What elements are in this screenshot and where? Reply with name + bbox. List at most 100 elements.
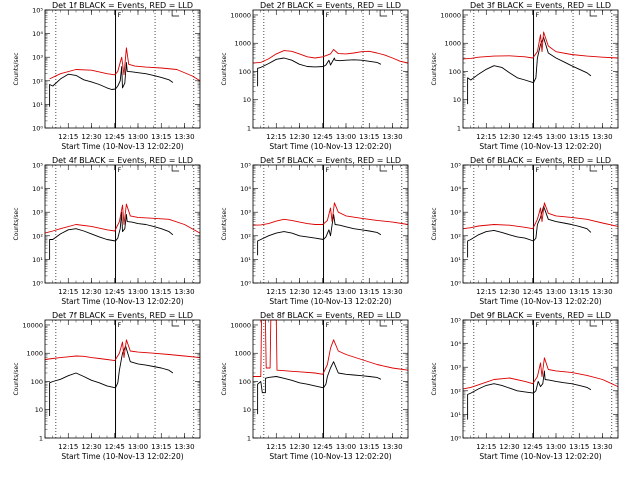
x-tick-label: 12:45 [105, 288, 125, 296]
panel-title: Det 9f BLACK = Events, RED = LLD [470, 311, 611, 320]
corner-flag [589, 320, 598, 327]
detector-panel: Det 7f BLACK = Events, RED = LLD Counts/s… [13, 311, 201, 461]
y-tick-label: 10⁰ [450, 435, 461, 443]
x-axis-label: Start Time (10-Nov-13 12:02:20) [61, 452, 183, 461]
events-series-line [257, 57, 382, 87]
panel-title: Det 7f BLACK = Events, RED = LLD [52, 311, 193, 320]
events-series-line [467, 370, 592, 420]
y-tick-label: 10² [32, 77, 43, 85]
corner-flag [589, 165, 598, 172]
x-tick-label: 13:15 [359, 133, 379, 141]
detector-panel: Det 8f BLACK = Events, RED = LLD Counts/s… [221, 311, 409, 461]
detector-panel: Det 3f BLACK = Events, RED = LLD Counts/s… [431, 1, 619, 151]
plot-frame [462, 319, 619, 439]
x-tick-label: 12:45 [523, 288, 543, 296]
x-axis-label: Start Time (10-Nov-13 12:02:20) [479, 142, 601, 151]
detector-panel: Det 4f BLACK = Events, RED = LLD Counts/s… [13, 156, 201, 306]
plot-frame [44, 164, 201, 284]
y-tick-label: 10² [240, 232, 251, 240]
lld-series-line [462, 31, 619, 60]
y-tick-label: 10 [243, 96, 251, 104]
panel-title: Det 8f BLACK = Events, RED = LLD [260, 311, 401, 320]
y-tick-label: 1000 [26, 350, 43, 358]
x-tick-label: 12:30 [81, 443, 101, 451]
y-axis-label: Counts/sec [431, 52, 438, 85]
x-tick-label: 13:00 [128, 133, 148, 141]
corner-flag [379, 10, 388, 17]
y-tick-label: 10³ [32, 209, 43, 217]
y-tick-label: 1000 [234, 350, 251, 358]
x-tick-label: 12:30 [499, 288, 519, 296]
events-series-line [257, 361, 382, 415]
y-axis-label: Counts/sec [221, 207, 228, 240]
y-tick-label: 10⁰ [32, 280, 43, 288]
x-axis-label: Start Time (10-Nov-13 12:02:20) [61, 142, 183, 151]
x-tick-label: 13:30 [382, 288, 402, 296]
x-tick-label: 12:30 [289, 443, 309, 451]
x-tick-label: 13:15 [569, 288, 589, 296]
x-tick-label: 13:30 [592, 288, 612, 296]
x-tick-label: 12:30 [499, 133, 519, 141]
x-tick-label: 13:30 [174, 133, 194, 141]
y-tick-label: 10¹ [240, 256, 251, 264]
y-tick-label: 10¹ [450, 256, 461, 264]
y-tick-label: 100 [239, 378, 251, 386]
y-tick-label: 100 [449, 68, 461, 76]
y-tick-label: 10³ [450, 364, 461, 372]
lld-series-line [462, 202, 619, 230]
y-tick-label: 10⁰ [32, 125, 43, 133]
panel-title: Det 5f BLACK = Events, RED = LLD [260, 156, 401, 165]
lld-series-line [253, 319, 409, 377]
plot-frame [252, 9, 409, 129]
lld-series-line [44, 339, 201, 362]
plot-frame [252, 319, 409, 439]
x-tick-label: 12:30 [81, 133, 101, 141]
x-tick-label: 12:15 [58, 133, 78, 141]
x-tick-label: 12:15 [266, 288, 286, 296]
lld-series-line [44, 203, 201, 234]
y-tick-label: 10¹ [450, 411, 461, 419]
y-tick-label: 1 [39, 435, 43, 443]
y-axis-label: Counts/sec [431, 207, 438, 240]
flag-label: F [536, 166, 540, 174]
plot-frame [462, 164, 619, 284]
y-tick-label: 100 [31, 378, 43, 386]
panel-title: Det 4f BLACK = Events, RED = LLD [52, 156, 193, 165]
x-tick-label: 12:45 [313, 133, 333, 141]
x-tick-label: 13:00 [128, 443, 148, 451]
x-tick-label: 12:15 [476, 288, 496, 296]
y-tick-label: 10⁵ [32, 162, 43, 170]
x-axis-label: Start Time (10-Nov-13 12:02:20) [61, 297, 183, 306]
y-tick-label: 10⁰ [450, 280, 461, 288]
y-axis-label: Counts/sec [13, 207, 20, 240]
y-tick-label: 10³ [32, 54, 43, 62]
plot-frame [44, 319, 201, 439]
corner-flag [379, 320, 388, 327]
x-tick-label: 13:30 [382, 133, 402, 141]
y-tick-label: 10⁴ [450, 340, 461, 348]
corner-flag [171, 165, 180, 172]
x-tick-label: 12:45 [105, 443, 125, 451]
x-tick-label: 12:45 [313, 443, 333, 451]
x-tick-label: 12:15 [58, 443, 78, 451]
y-tick-label: 1000 [444, 40, 461, 48]
y-tick-label: 10⁵ [450, 162, 461, 170]
x-tick-label: 13:15 [569, 133, 589, 141]
y-tick-label: 10² [450, 387, 461, 395]
events-series-line [257, 214, 382, 256]
events-series-line [467, 205, 592, 258]
x-tick-label: 13:30 [382, 443, 402, 451]
corner-flag [171, 320, 180, 327]
x-tick-label: 13:30 [592, 133, 612, 141]
flag-label: F [536, 11, 540, 19]
y-tick-label: 10 [243, 406, 251, 414]
y-tick-label: 10⁵ [240, 162, 251, 170]
y-tick-label: 10⁵ [32, 7, 43, 15]
y-tick-label: 10 [453, 96, 461, 104]
detector-panel: Det 5f BLACK = Events, RED = LLD Counts/s… [221, 156, 409, 306]
y-tick-label: 10⁴ [32, 30, 43, 38]
y-tick-label: 1 [247, 435, 251, 443]
x-tick-label: 13:00 [546, 443, 566, 451]
x-tick-label: 12:45 [313, 288, 333, 296]
